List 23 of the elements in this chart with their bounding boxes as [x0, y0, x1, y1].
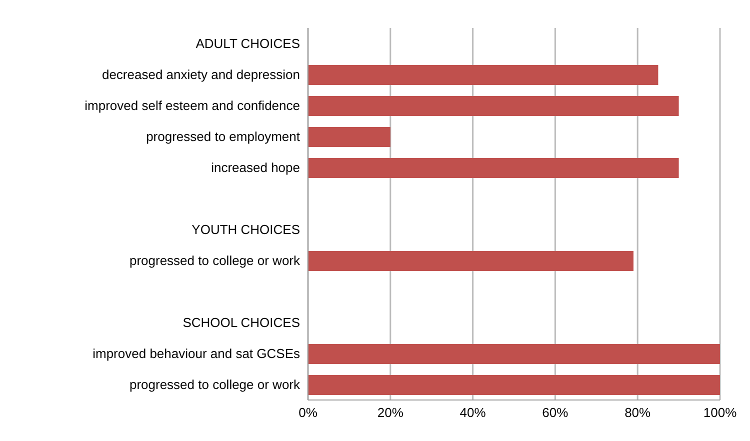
y-tick-label: increased hope — [211, 160, 300, 176]
y-tick-label: decreased anxiety and depression — [102, 67, 300, 82]
y-tick-label: improved self esteem and confidence — [84, 98, 300, 114]
x-tick-label: 20% — [377, 405, 404, 420]
y-tick-label: ADULT CHOICES — [196, 36, 300, 52]
bar — [308, 127, 390, 147]
y-tick-label: progressed to college or work — [129, 253, 300, 268]
x-tick-label: 40% — [460, 405, 486, 420]
bar — [308, 251, 634, 271]
y-tick-label: SCHOOL CHOICES — [182, 315, 300, 330]
bar — [308, 158, 679, 178]
bar — [308, 344, 720, 364]
y-tick-label: progressed to college or work — [129, 377, 300, 392]
bar — [308, 96, 679, 116]
x-tick-label: 80% — [624, 405, 652, 420]
y-tick-label: progressed to employment — [146, 129, 300, 144]
x-tick-label: 100% — [703, 405, 738, 420]
bar — [308, 375, 720, 395]
y-tick-label: improved behaviour and sat GCSEs — [92, 346, 300, 362]
x-tick-label: 60% — [542, 405, 569, 420]
y-tick-label: YOUTH CHOICES — [192, 222, 300, 238]
x-tick-label: 0% — [298, 405, 318, 420]
bar — [308, 65, 658, 85]
